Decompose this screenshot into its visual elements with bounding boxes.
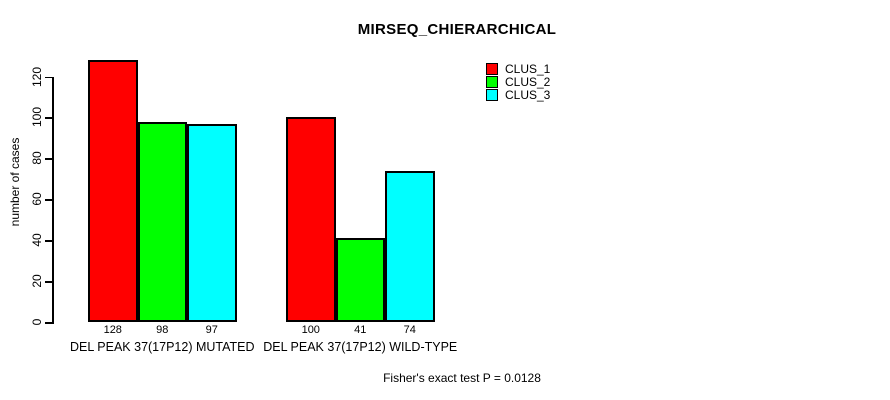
bar-value-label: 128 [103, 324, 122, 336]
chart-title: MIRSEQ_CHIERARCHICAL [357, 21, 557, 38]
y-tick-label: 40 [30, 233, 44, 247]
legend-label: CLUS_3 [505, 87, 551, 102]
legend-swatch-clus_2 [486, 75, 498, 88]
bar-clus_1-group2 [286, 117, 336, 322]
legend-item-clus_1: CLUS_1 [486, 61, 551, 76]
legend-item-clus_3: CLUS_3 [486, 87, 551, 102]
legend-label: CLUS_2 [505, 74, 551, 89]
y-tick-label: 100 [30, 107, 44, 128]
legend-item-clus_2: CLUS_2 [486, 74, 551, 89]
legend: CLUS_1 CLUS_2 CLUS_3 [486, 61, 551, 102]
bar-clus_2-group1 [137, 121, 187, 322]
bar-clus_2-group2 [335, 238, 385, 322]
y-tick-mark [45, 158, 52, 160]
x-category-label: DEL PEAK 37(17P12) MUTATED [69, 340, 255, 354]
legend-label: CLUS_1 [505, 61, 551, 76]
y-axis-line [52, 76, 54, 324]
y-tick-mark [45, 240, 52, 242]
y-tick-label: 60 [30, 192, 44, 206]
x-category-label: DEL PEAK 37(17P12) WILD-TYPE [263, 340, 458, 354]
legend-swatch-clus_3 [486, 88, 498, 101]
y-tick-label: 0 [30, 318, 44, 326]
y-tick-mark [45, 281, 52, 283]
y-tick-mark [45, 322, 52, 324]
bar-value-label: 97 [205, 324, 218, 336]
bar-value-label: 41 [354, 324, 367, 336]
annotation-text: Fisher's exact test P = 0.0128 [383, 371, 541, 385]
y-tick-label: 20 [30, 274, 44, 288]
bar-value-label: 98 [156, 324, 169, 336]
bar-clus_1-group1 [88, 60, 138, 322]
bar-value-label: 100 [301, 324, 320, 336]
y-tick-mark [45, 117, 52, 119]
bar-clus_3-group1 [187, 123, 237, 322]
y-axis-label: number of cases [8, 137, 22, 227]
bar-value-label: 74 [403, 324, 416, 336]
bar-clus_3-group2 [385, 170, 435, 322]
y-tick-mark [45, 76, 52, 78]
legend-swatch-clus_1 [486, 62, 498, 75]
y-tick-label: 120 [30, 66, 44, 87]
y-tick-mark [45, 199, 52, 201]
y-tick-label: 80 [30, 151, 44, 166]
